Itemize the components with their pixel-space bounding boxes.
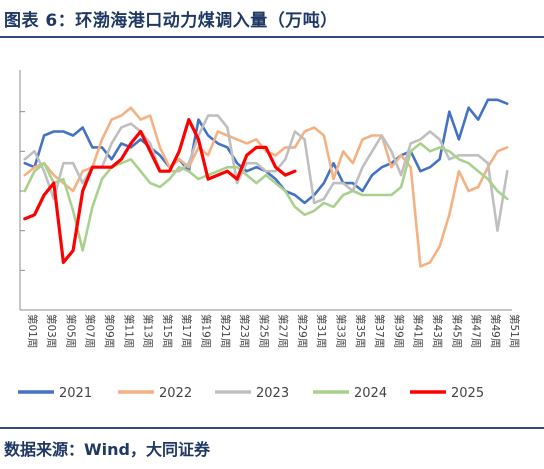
x-tick-label: 第01周	[26, 314, 39, 348]
source-rule	[0, 427, 544, 429]
chart-axes	[19, 70, 512, 311]
x-tick-labels: 第01周 第03周 第05周 第07周 第09周 第11周 第13周 第15周 第17周 第19周…	[26, 314, 521, 348]
legend-label-2023: 2023	[256, 386, 289, 401]
series-line-2025	[23, 117, 297, 264]
x-tick-label: 第43周	[431, 314, 444, 348]
x-tick-label: 第05周	[64, 314, 77, 348]
x-tick-label: 第27周	[277, 314, 290, 348]
x-tick-label: 第31周	[315, 314, 328, 348]
x-tick-label: 第41周	[412, 314, 425, 348]
x-tick-label: 第33周	[335, 314, 348, 348]
x-tick-label: 第21周	[219, 314, 232, 348]
x-tick-label: 第19周	[199, 314, 212, 348]
x-tick-label: 第39周	[392, 314, 405, 348]
x-tick-label: 第25周	[257, 314, 270, 348]
series-line-2023	[23, 114, 509, 232]
x-tick-label: 第17周	[180, 314, 193, 348]
x-tick-label: 第29周	[296, 314, 309, 348]
x-tick-label: 第09周	[103, 314, 116, 348]
x-tick-label: 第23周	[238, 314, 251, 348]
x-tick-label: 第35周	[354, 314, 367, 348]
chart-legend: 2021 2022 2023 2024 2025	[18, 386, 484, 401]
x-tick-label: 第49周	[489, 314, 502, 348]
x-tick-label: 第45周	[450, 314, 463, 348]
series-line-2022	[23, 106, 509, 268]
x-tick-label: 第03周	[45, 314, 58, 348]
x-tick-label: 第47周	[470, 314, 483, 348]
legend-label-2022: 2022	[159, 386, 192, 401]
source-note: 数据来源：Wind，大同证券	[4, 440, 210, 459]
x-tick-label: 第51周	[508, 314, 521, 348]
series-lines	[23, 98, 509, 268]
x-tick-label: 第07周	[84, 314, 97, 348]
x-tick-label: 第11周	[122, 314, 135, 348]
legend-label-2021: 2021	[59, 386, 92, 401]
x-tick-label: 第37周	[373, 314, 386, 348]
legend-label-2024: 2024	[354, 386, 387, 401]
figure-title: 图表 6：环渤海港口动力煤调入量（万吨）	[4, 11, 338, 31]
title-rule	[0, 36, 544, 38]
x-tick-label: 第15周	[161, 314, 174, 348]
legend-label-2025: 2025	[451, 386, 484, 401]
x-tick-label: 第13周	[142, 314, 155, 348]
series-line-2024	[23, 142, 509, 252]
